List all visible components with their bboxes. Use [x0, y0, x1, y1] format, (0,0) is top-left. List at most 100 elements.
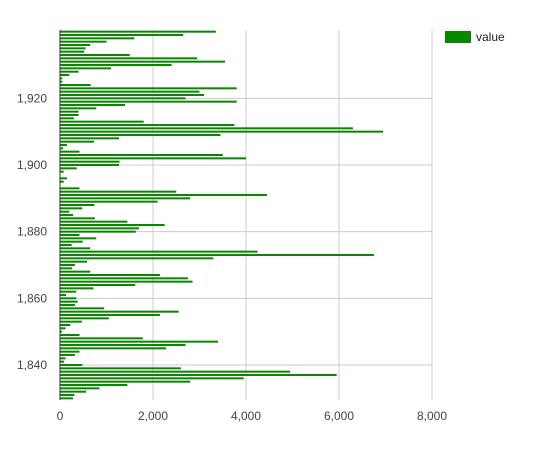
bar [60, 240, 83, 243]
bar [60, 190, 177, 193]
bar [60, 310, 179, 313]
bar [60, 204, 95, 206]
bar [60, 330, 62, 333]
bar [60, 157, 246, 160]
bar [60, 257, 214, 260]
bar [60, 370, 291, 373]
bar [60, 30, 216, 33]
bar [60, 334, 80, 336]
bar [60, 394, 75, 396]
bar [60, 294, 67, 296]
legend-swatch-value [445, 31, 471, 43]
bar [60, 90, 200, 93]
bar [60, 254, 374, 256]
bar [60, 150, 80, 153]
x-tick-label: 2,000 [138, 409, 168, 423]
bar [60, 170, 64, 173]
bar [60, 307, 105, 310]
bar [60, 177, 67, 180]
bar [60, 167, 77, 170]
bar [60, 324, 71, 326]
bar [60, 237, 97, 240]
y-tick-label: 1,920 [17, 91, 47, 105]
bar [60, 200, 158, 203]
bar [60, 344, 186, 346]
bar [60, 397, 74, 400]
bar [60, 270, 91, 273]
bar [60, 64, 172, 66]
bar [60, 284, 136, 286]
bar [60, 227, 140, 230]
bar [60, 210, 70, 213]
bar [60, 224, 165, 226]
bar [60, 77, 63, 80]
y-tick-label: 1,840 [17, 358, 47, 372]
bar [60, 40, 107, 43]
bar [60, 280, 193, 283]
bar [60, 390, 87, 393]
bar [60, 317, 109, 320]
bar [60, 104, 126, 106]
bar [60, 37, 135, 40]
x-tick-label: 6,000 [324, 409, 354, 423]
y-tick-label: 1,900 [17, 158, 47, 172]
bar [60, 54, 130, 56]
bar [60, 100, 237, 103]
bar [60, 360, 65, 363]
bar [60, 297, 77, 300]
bar [60, 194, 267, 196]
bar [60, 387, 100, 390]
bar [60, 357, 66, 360]
bar [60, 187, 80, 190]
bar [60, 274, 160, 276]
bar [60, 94, 205, 96]
y-tick-label: 1,860 [17, 291, 47, 305]
bar [60, 124, 235, 126]
bar [60, 377, 244, 380]
bar [60, 134, 221, 136]
x-tick-label: 8,000 [417, 409, 447, 423]
bar [60, 214, 74, 216]
bar [60, 120, 144, 123]
bar [60, 60, 226, 63]
bar [60, 130, 384, 133]
bar [60, 347, 167, 350]
bar [60, 374, 337, 376]
y-tick-label: 1,880 [17, 225, 47, 239]
bar [60, 217, 95, 220]
bar [60, 110, 79, 113]
bar [60, 320, 82, 323]
bar [60, 114, 79, 116]
bar [60, 350, 80, 353]
bar [60, 290, 77, 293]
legend-label-value: value [476, 30, 505, 44]
bar [60, 244, 72, 246]
bar [60, 367, 181, 370]
bar [60, 140, 94, 143]
bar [60, 144, 67, 146]
bar [60, 260, 87, 263]
bar [60, 154, 223, 156]
bar [60, 314, 160, 316]
x-tick-label: 4,000 [231, 409, 261, 423]
bar [60, 117, 74, 120]
bar [60, 34, 184, 36]
bar [60, 264, 75, 266]
bar [60, 354, 75, 356]
bar [60, 80, 63, 83]
bar [60, 247, 91, 250]
bar [60, 147, 64, 150]
bar [60, 97, 186, 100]
bar [60, 197, 191, 200]
bar [60, 57, 198, 60]
bar [60, 207, 83, 210]
bar [60, 67, 112, 70]
y-axis-tick-labels: 1,840 1,860 1,880 1,900 1,920 [17, 91, 47, 372]
bar [60, 87, 237, 90]
bar [60, 47, 86, 50]
bar [60, 327, 66, 330]
bar [60, 74, 70, 76]
bar [60, 304, 75, 306]
bar [60, 277, 188, 280]
